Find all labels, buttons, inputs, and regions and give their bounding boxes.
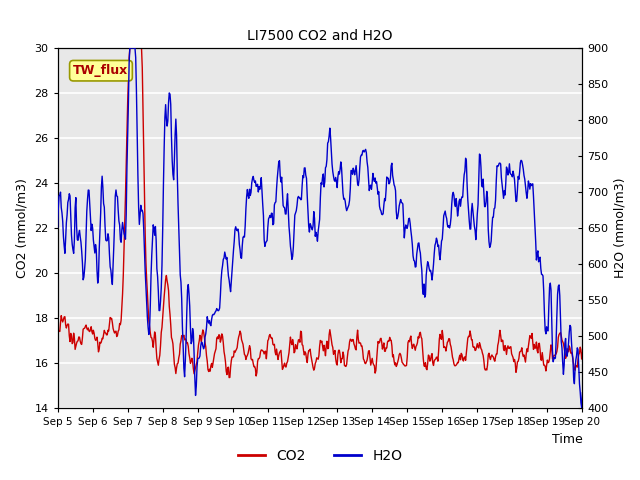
- Y-axis label: H2O (mmol/m3): H2O (mmol/m3): [614, 178, 627, 278]
- X-axis label: Time: Time: [552, 432, 582, 445]
- Title: LI7500 CO2 and H2O: LI7500 CO2 and H2O: [247, 29, 393, 43]
- Legend: CO2, H2O: CO2, H2O: [232, 443, 408, 468]
- Y-axis label: CO2 (mmol/m3): CO2 (mmol/m3): [16, 178, 29, 278]
- Text: TW_flux: TW_flux: [74, 64, 129, 77]
